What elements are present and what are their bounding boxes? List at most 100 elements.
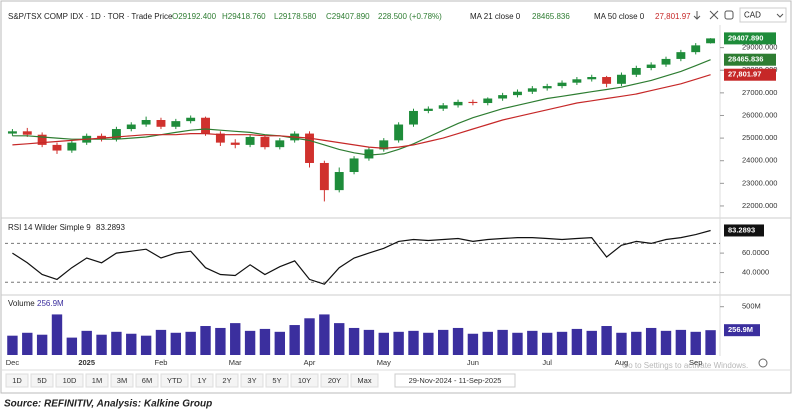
date-range-box[interactable] xyxy=(394,373,516,388)
candle-body xyxy=(186,117,196,122)
volume-bar xyxy=(437,329,449,355)
candle-body xyxy=(364,149,374,159)
candle-body xyxy=(245,136,255,145)
volume-bar xyxy=(527,330,538,355)
ma50-label-box xyxy=(724,68,776,81)
range-button[interactable] xyxy=(190,373,214,388)
range-button[interactable] xyxy=(55,373,84,388)
volume-bar xyxy=(586,330,597,355)
candle-body xyxy=(453,101,463,106)
range-button[interactable] xyxy=(350,373,379,388)
range-label: YTD xyxy=(167,376,183,385)
candle-body xyxy=(201,117,210,134)
candle-body xyxy=(260,136,270,148)
range-label: 5Y xyxy=(272,376,281,385)
rsi-line xyxy=(12,229,711,285)
volume-bar xyxy=(705,330,716,355)
range-label: 1D xyxy=(12,376,22,385)
candle-body xyxy=(7,131,17,134)
top-icons[interactable] xyxy=(693,10,734,20)
candle-body xyxy=(631,67,641,75)
range-button[interactable] xyxy=(240,373,264,388)
x-tick-label: May xyxy=(377,358,391,367)
range-label: Max xyxy=(357,376,371,385)
candle-body xyxy=(572,79,582,83)
volume-bar xyxy=(230,323,241,355)
volume-bar xyxy=(334,323,345,355)
y-tick-label: 27000.000 xyxy=(742,88,777,97)
volume-value: 256.9M xyxy=(37,299,64,308)
range-button[interactable] xyxy=(160,373,189,388)
volume-bar xyxy=(363,329,375,355)
volume-bar xyxy=(170,332,182,355)
range-button[interactable] xyxy=(30,373,54,388)
last-price-label: 29407.890 xyxy=(728,33,763,42)
y-tick-label: 23000.000 xyxy=(742,178,777,187)
ma21-label: 28465.836 xyxy=(728,55,763,64)
volume-bar xyxy=(244,330,256,355)
volume-bar xyxy=(482,331,493,355)
range-button[interactable] xyxy=(85,373,109,388)
source: Source: REFINITIV, Analysis: Kalkine Gro… xyxy=(4,399,212,410)
volume-bar xyxy=(289,325,300,355)
dropdown-arrow xyxy=(776,13,784,18)
volume-bar xyxy=(96,334,107,355)
ohlc-low: L29178.580 xyxy=(274,12,317,21)
y-tick-label: 29000.000 xyxy=(742,43,777,52)
x-tick-label: Apr xyxy=(304,358,316,367)
ohlc-close: C29407.890 xyxy=(326,12,370,21)
volume-bar xyxy=(126,333,137,355)
candle-body xyxy=(542,86,552,89)
volume-bar xyxy=(631,331,642,355)
volume-bar xyxy=(81,330,92,355)
range-button[interactable] xyxy=(5,373,29,388)
volume-bar xyxy=(51,314,63,355)
range-label: 3Y xyxy=(247,376,256,385)
range-button[interactable] xyxy=(215,373,239,388)
volume-bar xyxy=(571,328,583,355)
ma21-name: MA 21 close 0 xyxy=(470,12,521,21)
date-range: 29-Nov-2024 - 11-Sep-2025 xyxy=(409,376,502,385)
settings-icon[interactable] xyxy=(758,358,768,368)
range-button[interactable] xyxy=(290,373,319,388)
candle-body xyxy=(379,140,389,150)
refresh-icon[interactable] xyxy=(724,10,734,20)
ma50-value: 27,801.97 xyxy=(655,12,691,21)
y-tick-label: 40.0000 xyxy=(742,268,769,277)
rsi-label-box xyxy=(724,224,764,237)
download-icon[interactable] xyxy=(693,11,701,20)
candle-body xyxy=(468,101,478,104)
candle-body xyxy=(156,120,166,127)
candle-body xyxy=(22,131,32,135)
candle-body xyxy=(646,64,656,68)
candle-body xyxy=(111,129,121,140)
volume-bar xyxy=(467,333,479,355)
candle-body xyxy=(394,124,404,141)
range-label: 20Y xyxy=(328,376,341,385)
expand-icon[interactable] xyxy=(709,10,719,20)
range-button[interactable] xyxy=(265,373,289,388)
volume-bar xyxy=(601,326,612,355)
range-button[interactable] xyxy=(110,373,134,388)
range-button[interactable] xyxy=(320,373,349,388)
volume-label-box xyxy=(724,324,760,337)
range-label: 10D xyxy=(63,376,77,385)
volume-bar xyxy=(616,332,627,355)
currency-select[interactable] xyxy=(739,7,787,23)
volume-bar xyxy=(452,327,464,355)
change: 228.500 (+0.78%) xyxy=(378,12,442,21)
candle-body xyxy=(691,45,701,53)
ma50-name: MA 50 close 0 xyxy=(594,12,645,21)
volume-bar xyxy=(645,327,657,355)
x-tick-label: Feb xyxy=(155,358,168,367)
candle-body xyxy=(141,120,151,125)
candle-body xyxy=(215,133,225,143)
volume-bar xyxy=(274,331,286,355)
ohlc-open: O29192.400 xyxy=(172,12,217,21)
x-tick-label: Jul xyxy=(542,358,552,367)
volume-title: Volume xyxy=(8,299,35,308)
frame xyxy=(0,0,792,394)
volume-bar xyxy=(36,334,48,355)
range-button[interactable] xyxy=(135,373,159,388)
ohlc-high: H29418.760 xyxy=(222,12,266,21)
